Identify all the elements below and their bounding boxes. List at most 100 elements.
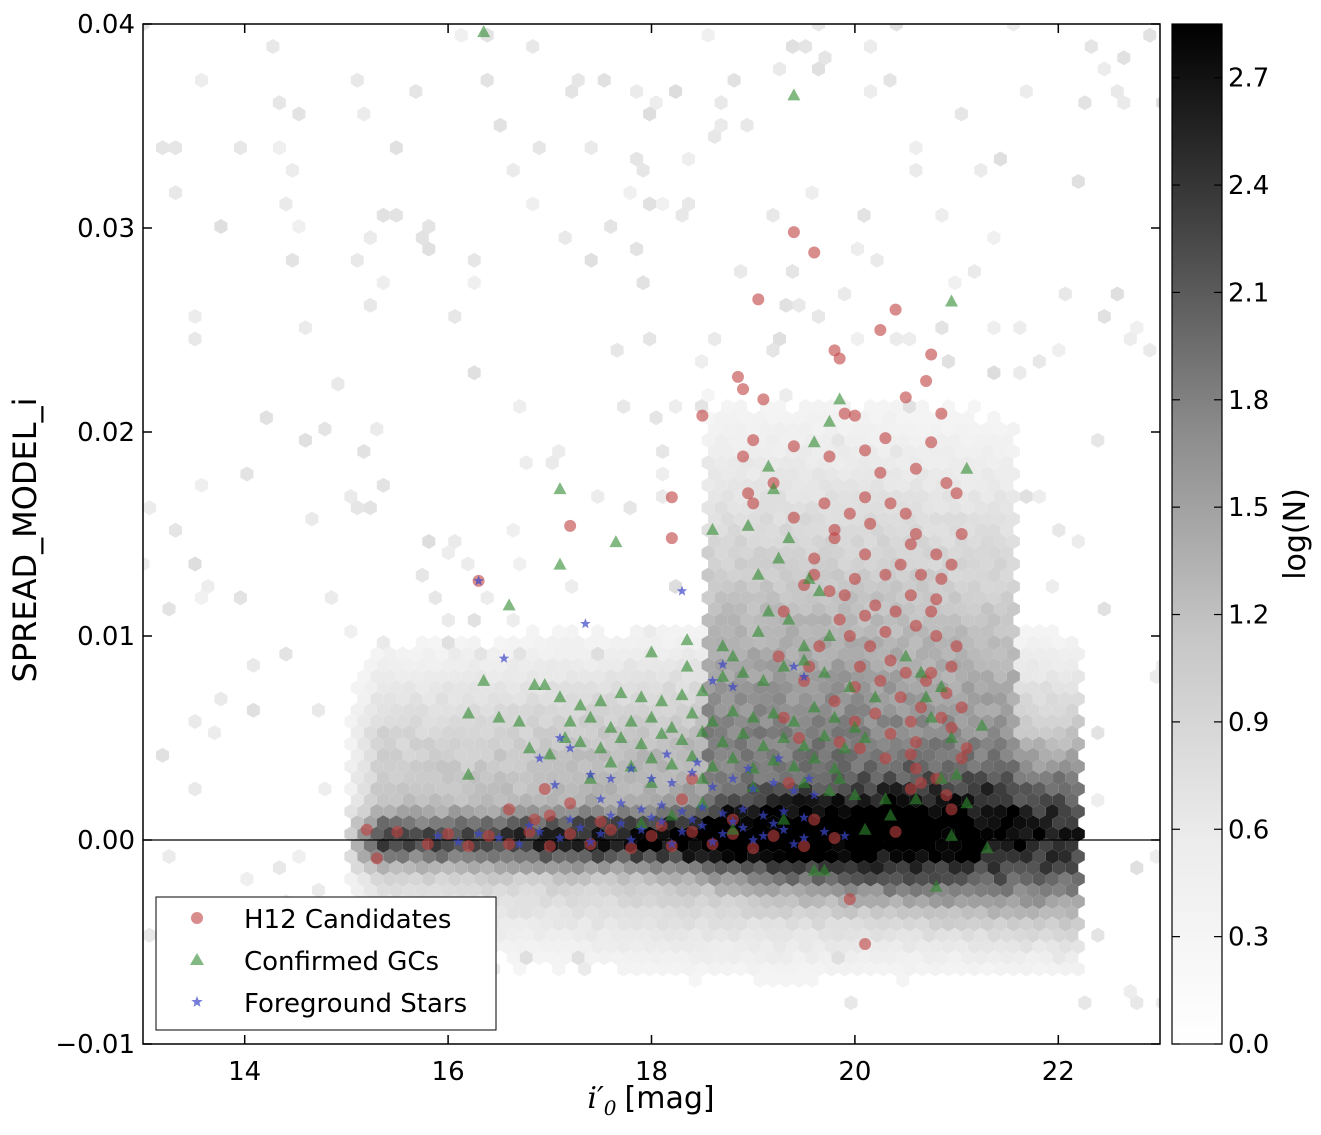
h12-candidate-point (625, 842, 638, 855)
y-tick-label: 0.02 (77, 418, 135, 448)
confirmed-gc-point (777, 812, 791, 825)
h12-candidate-point (899, 391, 912, 404)
h12-candidate-point (787, 226, 800, 239)
hexbin-cells (409, 770, 1014, 887)
h12-candidate-point (564, 797, 577, 810)
confirmed-gc-point (777, 731, 791, 743)
h12-candidate-point (904, 538, 917, 551)
h12-candidate-point (955, 701, 968, 714)
confirmed-gc-point (645, 775, 658, 788)
colorbar-tick-label: 1.5 (1228, 493, 1269, 523)
foreground-star-point (778, 824, 789, 835)
h12-candidate-point (853, 742, 866, 755)
confirmed-gc-point (685, 706, 699, 719)
h12-candidate-point (915, 701, 928, 714)
h12-candidate-point (920, 375, 933, 387)
h12-candidate-point (523, 825, 536, 838)
foreground-star-point (636, 803, 647, 814)
h12-candidate-point (889, 825, 902, 838)
confirmed-gc-point (543, 747, 557, 760)
h12-candidate-point (391, 825, 404, 838)
h12-candidate-point (909, 762, 922, 775)
h12-candidate-point (879, 432, 892, 445)
h12-candidate-point (925, 605, 938, 618)
h12-candidate-point (899, 507, 912, 520)
hexbin-cells (844, 747, 1001, 786)
h12-candidate-point (864, 517, 877, 530)
foreground-star-point (803, 773, 815, 784)
confirmed-gc-point (685, 749, 699, 762)
confirmed-gc-point (695, 771, 709, 784)
foreground-star-point (717, 828, 728, 839)
confirmed-gc-point (477, 25, 491, 38)
h12-candidate-point (955, 752, 968, 765)
confirmed-gc-point (695, 724, 709, 737)
foreground-star-point (646, 773, 657, 784)
confirmed-gc-point (665, 808, 679, 821)
hexbin-cells (1052, 837, 1066, 853)
foreground-star-point (595, 828, 606, 839)
confirmed-gc-point (812, 584, 826, 597)
confirmed-gc-point (492, 710, 506, 723)
confirmed-gc-point (746, 710, 760, 723)
foreground-star-point (742, 763, 754, 773)
h12-candidate-point (462, 840, 475, 853)
h12-candidate-point (503, 803, 516, 816)
foreground-star-point (727, 773, 739, 784)
h12-candidate-point (808, 552, 821, 565)
h12-candidate-point (528, 813, 541, 826)
scatter-series-layer (360, 25, 994, 951)
h12-candidate-point (874, 466, 887, 479)
h12-candidate-point (909, 462, 922, 475)
confirmed-gc-point (858, 822, 872, 835)
foreground-star-point (809, 789, 820, 800)
h12-candidate-point (823, 450, 836, 463)
confirmed-gc-point (787, 759, 801, 772)
confirmed-gc-point (807, 751, 821, 764)
foreground-star-point (554, 832, 566, 843)
confirmed-gc-point (634, 737, 648, 750)
h12-candidate-point (742, 487, 755, 500)
hexbin-cells (961, 860, 1001, 876)
hexbin-cells (623, 601, 1014, 797)
h12-candidate-point (787, 440, 800, 453)
h12-candidate-point (879, 625, 892, 638)
hexbin-cells (610, 837, 624, 853)
series-star (432, 575, 850, 849)
confirmed-gc-point (899, 649, 913, 662)
h12-candidate-point (889, 303, 902, 316)
hexbin-cells (597, 837, 611, 853)
h12-candidate-point (909, 619, 922, 632)
foreground-star-point (692, 757, 703, 767)
confirmed-gc-point (782, 612, 796, 625)
h12-candidate-point (884, 654, 897, 667)
h12-candidate-point (884, 727, 897, 740)
h12-candidate-point (787, 511, 800, 524)
hexbin-cells (461, 714, 1040, 864)
h12-candidate-point (808, 813, 821, 826)
confirmed-gc-point (787, 88, 801, 101)
confirmed-gc-point (675, 688, 689, 701)
h12-candidate-point (665, 532, 678, 545)
confirmed-gc-point (726, 649, 740, 662)
confirmed-gc-point (665, 720, 679, 733)
confirmed-gc-point (614, 686, 628, 699)
confirmed-gc-point (858, 731, 872, 743)
confirmed-gc-point (848, 788, 862, 801)
hexbin-cells (1058, 826, 1072, 842)
h12-candidate-point (889, 605, 902, 618)
h12-candidate-point (904, 748, 917, 761)
foreground-star-point (737, 803, 749, 814)
confirmed-gc-point (822, 629, 836, 641)
h12-candidate-point (828, 523, 841, 536)
confirmed-gc-point (919, 690, 933, 703)
hexbin-cells (402, 601, 1001, 808)
confirmed-gc-point (761, 604, 775, 617)
x-axis: 14 16 18 20 22 (228, 24, 1075, 1087)
h12-candidate-point (808, 246, 821, 259)
hexbin-density-layer (143, 24, 1160, 1011)
foreground-star-point (585, 769, 596, 780)
hexbin-cells (701, 725, 793, 786)
h12-candidate-point (482, 829, 495, 842)
foreground-star-point (661, 748, 672, 759)
